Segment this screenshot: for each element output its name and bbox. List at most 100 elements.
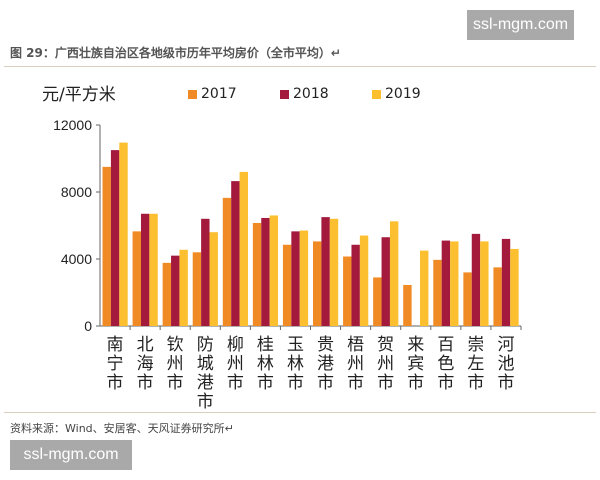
watermark-top: ssl-mgm.com xyxy=(467,10,574,40)
x-tick-label: 市 xyxy=(497,373,514,393)
y-tick-label: 8000 xyxy=(61,184,92,200)
x-tick-label: 宁 xyxy=(107,354,124,374)
bar-2017-北海市 xyxy=(132,231,141,326)
source-note: 资料来源：Wind、安居客、天风证券研究所↵ xyxy=(10,422,234,435)
x-tick-label: 市 xyxy=(287,373,304,393)
legend-swatch xyxy=(188,89,197,99)
bar-2017-河池市 xyxy=(493,267,502,326)
bar-2017-防城港市 xyxy=(192,252,202,326)
bar-2017-玉林市 xyxy=(282,244,292,326)
divider xyxy=(4,412,596,413)
x-tick-label: 州 xyxy=(167,354,184,374)
bar-2018-河池市 xyxy=(501,238,511,326)
bar-2018-桂林市 xyxy=(261,217,270,326)
bar-2017-钦州市 xyxy=(162,262,172,326)
y-axis-unit: 元/平方米 xyxy=(42,85,116,105)
x-tick-label: 池 xyxy=(497,354,514,374)
bar-2017-梧州市 xyxy=(343,256,352,326)
x-tick-label: 柳 xyxy=(227,335,244,355)
bar-2017-贵港市 xyxy=(313,241,322,326)
x-tick-label: 市 xyxy=(227,373,244,393)
x-tick-label: 来 xyxy=(407,335,424,355)
legend-label: 2017 xyxy=(201,86,237,102)
x-tick-label: 州 xyxy=(227,354,244,374)
bar-2018-玉林市 xyxy=(291,231,300,326)
x-tick-label: 市 xyxy=(257,373,274,393)
bar-2019-河池市 xyxy=(510,248,519,326)
x-tick-label: 桂 xyxy=(257,335,274,355)
x-tick-label: 州 xyxy=(377,354,394,374)
bar-2018-贵港市 xyxy=(321,217,330,326)
bar-2019-防城港市 xyxy=(209,232,218,326)
x-tick-label: 左 xyxy=(467,354,484,374)
bar-2019-梧州市 xyxy=(359,235,369,326)
bar-2018-贺州市 xyxy=(381,237,390,326)
bar-2018-百色市 xyxy=(441,240,451,326)
bar-2019-北海市 xyxy=(149,213,158,326)
bar-2017-贺州市 xyxy=(373,277,382,326)
x-tick-label: 宾 xyxy=(407,354,424,374)
x-tick-label: 林 xyxy=(257,354,274,374)
y-tick-label: 4000 xyxy=(61,251,92,267)
bar-2019-柳州市 xyxy=(239,171,248,326)
x-tick-label: 港 xyxy=(317,354,334,374)
bar-2018-北海市 xyxy=(140,213,150,326)
x-tick-label: 市 xyxy=(377,373,394,393)
legend-item-2019: 2019 xyxy=(372,86,421,102)
y-tick-label: 0 xyxy=(84,318,92,334)
bar-chart: 04000800012000南宁市北海市钦州市防城港市柳州市桂林市玉林市贵港市梧… xyxy=(53,117,522,412)
x-tick-label: 崇 xyxy=(467,335,484,355)
bar-2017-桂林市 xyxy=(252,222,262,326)
x-tick-label: 林 xyxy=(287,354,304,374)
legend-label: 2019 xyxy=(385,86,421,102)
divider xyxy=(4,66,596,67)
x-tick-label: 市 xyxy=(317,373,334,393)
x-tick-label: 市 xyxy=(167,373,184,393)
bar-2019-来宾市 xyxy=(420,250,429,326)
x-tick-label: 南 xyxy=(107,335,124,355)
bar-2019-百色市 xyxy=(450,241,459,326)
x-tick-label: 百 xyxy=(437,335,454,355)
bar-2018-梧州市 xyxy=(351,244,360,326)
bar-2017-来宾市 xyxy=(403,284,412,326)
bar-2017-崇左市 xyxy=(463,272,472,326)
bar-2019-贺州市 xyxy=(389,221,399,326)
x-tick-label: 防 xyxy=(197,335,214,355)
x-tick-label: 市 xyxy=(137,373,154,393)
x-tick-label: 市 xyxy=(467,373,484,393)
x-tick-label: 海 xyxy=(137,354,154,374)
x-tick-label: 市 xyxy=(107,373,124,393)
legend-item-2017: 2017 xyxy=(188,86,237,102)
x-tick-label: 河 xyxy=(497,335,514,355)
bar-2019-贵港市 xyxy=(329,218,339,326)
x-tick-label: 市 xyxy=(437,373,454,393)
bar-2017-南宁市 xyxy=(102,166,111,326)
bar-2017-百色市 xyxy=(433,259,442,326)
x-tick-label: 色 xyxy=(437,354,454,374)
watermark-bottom: ssl-mgm.com xyxy=(10,440,132,470)
x-tick-label: 市 xyxy=(407,373,424,393)
legend-swatch xyxy=(372,89,381,99)
bar-2018-钦州市 xyxy=(171,255,180,326)
bar-2018-柳州市 xyxy=(231,181,240,326)
figure-title: 图 29：广西壮族自治区各地级市历年平均房价（全市平均）↵ xyxy=(10,46,341,60)
bar-2017-柳州市 xyxy=(222,197,232,326)
x-tick-label: 港 xyxy=(197,373,214,393)
legend-item-2018: 2018 xyxy=(280,86,329,102)
bar-2019-玉林市 xyxy=(299,230,309,326)
x-tick-label: 州 xyxy=(347,354,364,374)
bar-2018-防城港市 xyxy=(201,218,210,326)
bar-2019-钦州市 xyxy=(179,249,188,326)
legend-label: 2018 xyxy=(293,86,329,102)
x-tick-label: 玉 xyxy=(287,335,304,355)
x-tick-label: 市 xyxy=(347,373,364,393)
x-tick-label: 北 xyxy=(137,335,154,355)
x-tick-label: 市 xyxy=(197,392,214,412)
bar-2018-南宁市 xyxy=(110,150,120,326)
x-tick-label: 贵 xyxy=(317,335,334,355)
x-tick-label: 钦 xyxy=(167,335,184,355)
bar-2018-崇左市 xyxy=(471,233,481,326)
x-tick-label: 贺 xyxy=(377,335,394,355)
bar-2019-南宁市 xyxy=(119,142,128,326)
x-tick-label: 梧 xyxy=(347,335,364,355)
